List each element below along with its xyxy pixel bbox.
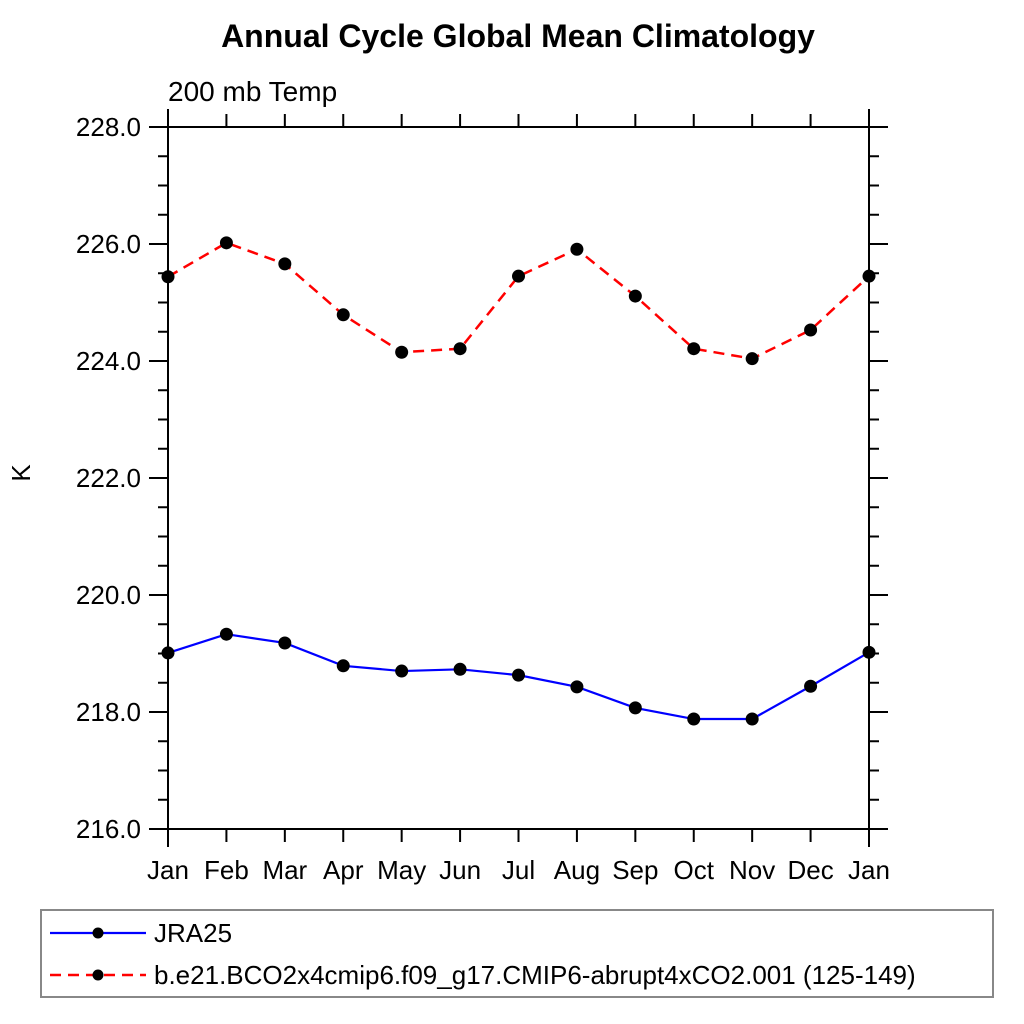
y-tick-label: 220.0 bbox=[76, 580, 141, 610]
x-tick-label: Feb bbox=[204, 855, 249, 885]
data-point-marker bbox=[278, 636, 292, 650]
y-tick-label: 222.0 bbox=[76, 463, 141, 493]
x-tick-label: Mar bbox=[262, 855, 307, 885]
legend-item-cesm: b.e21.BCO2x4cmip6.f09_g17.CMIP6-abrupt4x… bbox=[48, 959, 916, 991]
x-tick-label: May bbox=[377, 855, 426, 885]
data-point-marker bbox=[278, 257, 292, 271]
legend-solid-line-sample bbox=[50, 927, 146, 939]
y-tick-label: 216.0 bbox=[76, 814, 141, 844]
axes: 216.0 218.0 220.0 222.0 224.0 226.0 228.0 Jan Fe… bbox=[76, 109, 890, 885]
data-point-marker bbox=[862, 269, 876, 283]
x-tick-label: Jan bbox=[147, 855, 189, 885]
legend: JRA25 b.e21.BCO2x4cmip6.f09_g17.CMIP6-ab… bbox=[40, 909, 994, 998]
data-point-marker bbox=[219, 627, 233, 641]
chart-title: Annual Cycle Global Mean Climatology bbox=[221, 18, 815, 54]
x-tick-label: Dec bbox=[787, 855, 833, 885]
legend-item-jra25: JRA25 bbox=[48, 917, 232, 949]
legend-dashed-line-sample bbox=[50, 969, 146, 981]
data-point-marker bbox=[336, 308, 350, 322]
data-point-marker bbox=[395, 664, 409, 678]
data-point-marker bbox=[745, 712, 759, 726]
data-point-marker bbox=[804, 679, 818, 693]
data-point-marker bbox=[570, 680, 584, 694]
x-tick-label: Jul bbox=[502, 855, 535, 885]
data-point-marker bbox=[512, 269, 525, 283]
data-point-marker bbox=[161, 270, 175, 284]
x-tick-label: Oct bbox=[674, 855, 715, 885]
legend-marker-icon bbox=[92, 969, 104, 981]
x-tick-label: Jan bbox=[848, 855, 890, 885]
data-point-marker bbox=[628, 701, 642, 715]
x-tick-label: Nov bbox=[729, 855, 775, 885]
x-tick-label: Sep bbox=[612, 855, 658, 885]
climatology-plot: Annual Cycle Global Mean Climatology 200… bbox=[6, 18, 890, 885]
y-axis-label: K bbox=[6, 464, 36, 482]
data-point-marker bbox=[687, 342, 701, 356]
y-tick-label: 228.0 bbox=[76, 112, 141, 142]
data-point-marker bbox=[219, 236, 233, 250]
y-tick-label: 224.0 bbox=[76, 346, 141, 376]
chart-subtitle: 200 mb Temp bbox=[168, 76, 337, 107]
data-point-marker bbox=[512, 668, 525, 682]
legend-marker-icon bbox=[92, 927, 104, 939]
data-point-marker bbox=[453, 662, 467, 676]
series-line-1 bbox=[167, 241, 870, 360]
data-point-marker bbox=[453, 342, 467, 356]
data-point-marker bbox=[862, 645, 876, 659]
data-point-marker bbox=[395, 345, 409, 359]
data-point-marker bbox=[336, 659, 350, 673]
legend-label-cesm: b.e21.BCO2x4cmip6.f09_g17.CMIP6-abrupt4x… bbox=[154, 960, 916, 990]
legend-label-jra25: JRA25 bbox=[154, 918, 233, 948]
data-point-marker bbox=[570, 242, 584, 256]
x-tick-label: Apr bbox=[323, 855, 364, 885]
data-point-marker bbox=[804, 323, 818, 337]
y-tick-label: 218.0 bbox=[76, 697, 141, 727]
data-point-marker bbox=[161, 646, 175, 660]
data-point-marker bbox=[745, 352, 759, 366]
x-tick-label: Jun bbox=[439, 855, 481, 885]
y-tick-label: 226.0 bbox=[76, 229, 141, 259]
x-tick-label: Aug bbox=[554, 855, 600, 885]
data-series bbox=[161, 236, 876, 726]
data-point-marker bbox=[687, 712, 701, 726]
data-point-marker bbox=[628, 289, 642, 303]
